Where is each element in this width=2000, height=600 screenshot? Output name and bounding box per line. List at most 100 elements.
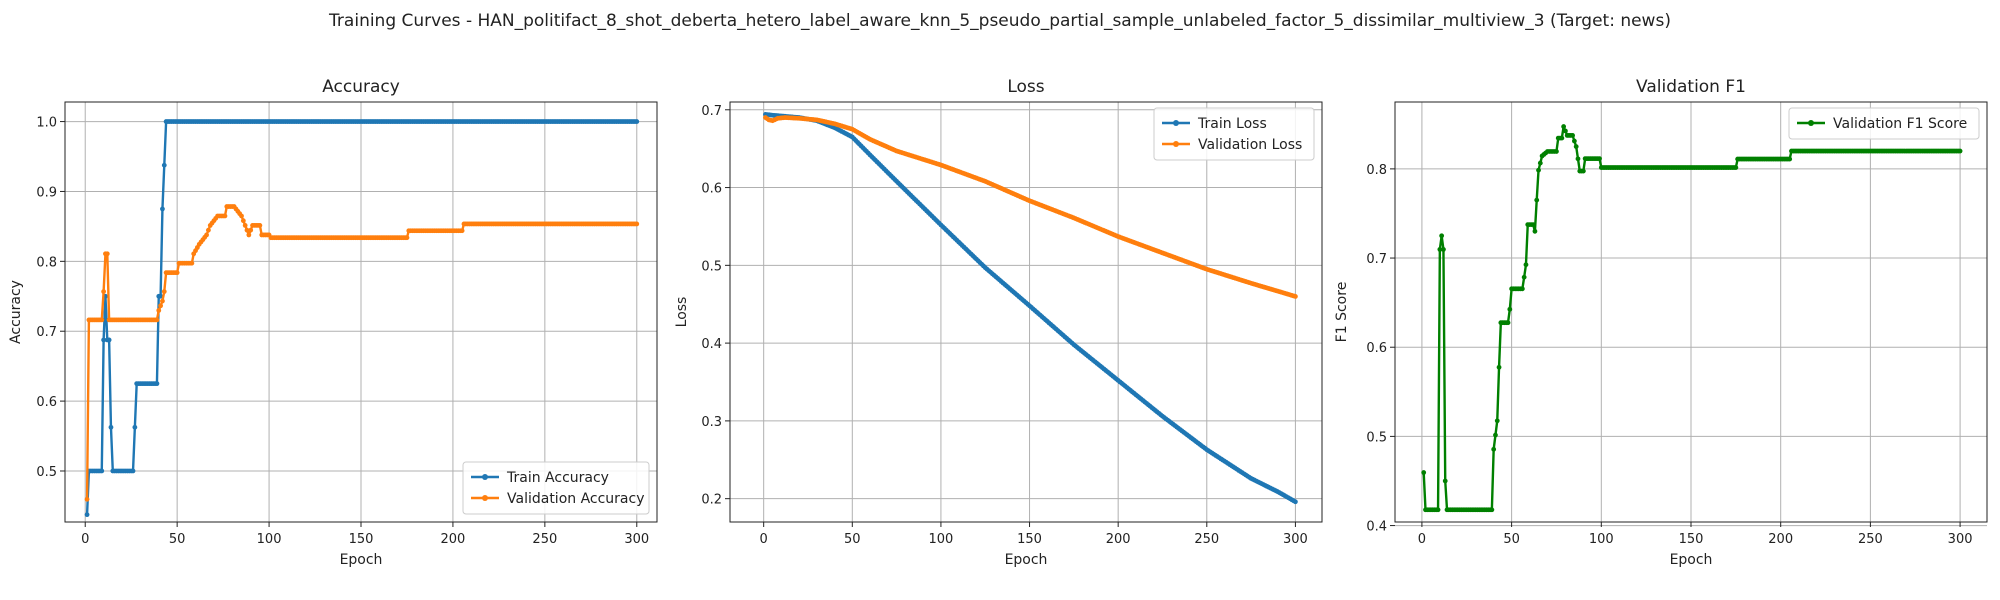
validation-f1-legend-marker xyxy=(1808,120,1814,126)
validation-f1-data-point xyxy=(1532,228,1538,234)
validation-f1-validation-f1-score-line xyxy=(1422,125,1961,511)
accuracy-validation-accuracy-markers xyxy=(84,204,640,502)
loss-data-point xyxy=(1293,294,1298,299)
accuracy-legend-label: Train Accuracy xyxy=(506,470,609,486)
validation-f1-data-point xyxy=(1534,197,1540,203)
accuracy-data-point xyxy=(242,223,248,228)
validation-f1-data-point xyxy=(1494,418,1500,424)
validation-f1-data-point xyxy=(1507,306,1513,312)
figure-suptitle: Training Curves - HAN_politifact_8_shot_… xyxy=(328,11,1671,31)
validation-f1-legend-box xyxy=(1788,107,1980,140)
validation-f1-data-point xyxy=(1505,320,1511,326)
accuracy-x-tick-label: 250 xyxy=(532,532,557,547)
loss-x-tick-label: 50 xyxy=(844,532,861,547)
accuracy-data-point xyxy=(101,337,107,343)
accuracy-data-point xyxy=(99,468,105,474)
accuracy-y-tick-label: 0.6 xyxy=(36,395,57,410)
validation-f1-data-point xyxy=(1523,262,1529,268)
accuracy-x-tick-label: 100 xyxy=(257,532,282,547)
loss-panel: Loss Epoch Loss 0 50 100 150 200 250 300 0.2 0.3… xyxy=(674,77,1323,568)
validation-f1-data-point xyxy=(1570,133,1575,138)
accuracy-legend: Train Accuracy Validation Accuracy xyxy=(462,461,650,515)
loss-y-tick-label: 0.6 xyxy=(701,182,722,197)
loss-legend-label: Train Loss xyxy=(1197,116,1267,132)
validation-f1-data-point xyxy=(1537,160,1543,166)
validation-f1-data-point xyxy=(1489,507,1495,513)
accuracy-data-point xyxy=(160,206,165,212)
validation-f1-legend-label: Validation F1 Score xyxy=(1833,116,1967,132)
validation-f1-data-point xyxy=(1597,156,1602,162)
validation-f1-data-point xyxy=(1530,222,1536,228)
validation-f1-x-tick-label: 100 xyxy=(1589,532,1614,547)
loss-legend: Train Loss Validation Loss xyxy=(1153,107,1315,161)
accuracy-data-point xyxy=(156,308,162,313)
accuracy-x-axis-label: Epoch xyxy=(340,552,383,568)
loss-axes-frame xyxy=(729,101,1323,523)
accuracy-data-point xyxy=(222,213,228,219)
accuracy-data-point xyxy=(154,381,160,387)
accuracy-train-accuracy-line xyxy=(85,120,637,515)
accuracy-data-point xyxy=(158,303,164,309)
loss-x-tick-label: 250 xyxy=(1194,532,1219,547)
accuracy-legend-label: Validation Accuracy xyxy=(507,491,645,507)
loss-x-tick-label: 100 xyxy=(929,532,954,547)
validation-f1-y-tick-label: 0.7 xyxy=(1366,252,1387,267)
validation-f1-data-point xyxy=(1519,286,1525,292)
accuracy-data-point xyxy=(204,232,209,238)
accuracy-data-point xyxy=(404,235,410,241)
accuracy-panel-title: Accuracy xyxy=(322,77,400,97)
accuracy-data-point xyxy=(104,251,110,257)
validation-f1-data-point xyxy=(1559,135,1565,141)
validation-f1-x-tick-label: 0 xyxy=(1418,532,1426,547)
accuracy-data-point xyxy=(106,337,112,343)
accuracy-data-point xyxy=(130,468,136,474)
validation-f1-data-point xyxy=(1573,144,1579,149)
loss-y-tick-label: 0.4 xyxy=(701,337,722,352)
accuracy-data-point xyxy=(161,162,167,168)
loss-x-axis-label: Epoch xyxy=(1005,552,1048,568)
loss-y-tick-label: 0.3 xyxy=(701,415,722,430)
validation-f1-x-tick-label: 50 xyxy=(1503,532,1520,547)
validation-f1-x-axis-label: Epoch xyxy=(1670,552,1713,568)
accuracy-data-point xyxy=(244,227,250,233)
validation-f1-validation-f1-score-markers xyxy=(1421,124,1963,513)
accuracy-data-point xyxy=(101,289,107,294)
validation-f1-data-point xyxy=(1521,274,1527,280)
validation-f1-panel-title: Validation F1 xyxy=(1636,77,1746,97)
validation-f1-y-tick-label: 0.5 xyxy=(1366,430,1387,445)
validation-f1-data-point xyxy=(1536,167,1541,173)
validation-f1-y-tick-label: 0.6 xyxy=(1366,341,1387,356)
accuracy-data-point xyxy=(189,260,195,266)
loss-panel-title: Loss xyxy=(1007,77,1044,97)
validation-f1-data-point xyxy=(1554,149,1559,154)
loss-legend-marker xyxy=(1173,120,1179,126)
accuracy-y-tick-label: 0.8 xyxy=(36,255,57,270)
validation-f1-data-point xyxy=(1442,478,1448,484)
accuracy-x-tick-label: 150 xyxy=(349,532,374,547)
validation-f1-data-point xyxy=(1496,364,1502,370)
validation-f1-data-point xyxy=(1957,148,1963,154)
validation-f1-data-point xyxy=(1571,138,1577,144)
validation-f1-x-tick-label: 150 xyxy=(1679,532,1704,547)
accuracy-data-point xyxy=(160,298,165,304)
loss-y-tick-label: 0.5 xyxy=(701,259,722,274)
accuracy-data-point xyxy=(161,289,167,294)
validation-f1-data-point xyxy=(1491,446,1497,452)
loss-legend-label: Validation Loss xyxy=(1198,137,1302,153)
accuracy-x-tick-label: 50 xyxy=(169,532,186,547)
validation-f1-data-point xyxy=(1435,507,1441,513)
accuracy-data-point xyxy=(246,232,252,238)
accuracy-y-tick-label: 1.0 xyxy=(36,116,57,131)
accuracy-validation-accuracy-line xyxy=(85,205,637,500)
accuracy-y-tick-label: 0.9 xyxy=(36,185,57,200)
accuracy-y-tick-label: 0.5 xyxy=(36,465,57,480)
validation-f1-data-point xyxy=(1441,247,1446,252)
accuracy-data-point xyxy=(206,227,211,233)
accuracy-data-point xyxy=(99,317,105,323)
accuracy-y-axis-label: Accuracy xyxy=(8,280,24,344)
accuracy-x-tick-label: 0 xyxy=(81,532,89,547)
accuracy-data-point xyxy=(240,218,246,224)
accuracy-legend-marker xyxy=(482,474,488,480)
validation-f1-data-point xyxy=(1493,432,1498,438)
